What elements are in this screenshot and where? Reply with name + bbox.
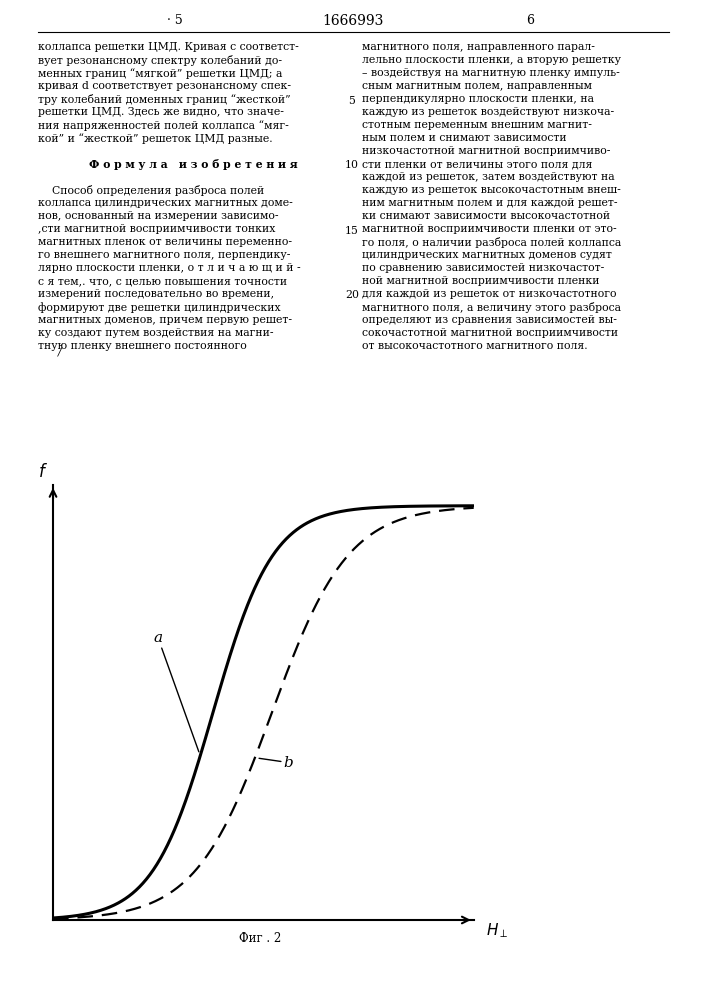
Text: тру колебаний доменных границ “жесткой”: тру колебаний доменных границ “жесткой”	[38, 94, 291, 105]
Text: Способ определения разброса полей: Способ определения разброса полей	[38, 185, 264, 196]
Text: сокочастотной магнитной восприимчивости: сокочастотной магнитной восприимчивости	[362, 328, 618, 338]
Text: каждую из решеток высокочастотным внеш-: каждую из решеток высокочастотным внеш-	[362, 185, 621, 195]
Text: · 5: · 5	[167, 14, 183, 27]
Text: менных границ “мягкой” решетки ЦМД; а: менных границ “мягкой” решетки ЦМД; а	[38, 68, 282, 79]
Text: цилиндрических магнитных доменов судят: цилиндрических магнитных доменов судят	[362, 250, 612, 260]
Text: $f$: $f$	[37, 463, 47, 481]
Text: от высокочастотного магнитного поля.: от высокочастотного магнитного поля.	[362, 341, 588, 351]
Text: магнитного поля, направленного парал-: магнитного поля, направленного парал-	[362, 42, 595, 52]
Text: коллапса цилиндрических магнитных доме-: коллапса цилиндрических магнитных доме-	[38, 198, 293, 208]
Text: го внешнего магнитного поля, перпендику-: го внешнего магнитного поля, перпендику-	[38, 250, 291, 260]
Text: решетки ЦМД. Здесь же видно, что значе-: решетки ЦМД. Здесь же видно, что значе-	[38, 107, 284, 117]
Text: a: a	[153, 631, 199, 752]
Text: тную пленку внешнего постоянного: тную пленку внешнего постоянного	[38, 341, 247, 351]
Text: магнитных пленок от величины переменно-: магнитных пленок от величины переменно-	[38, 237, 292, 247]
Text: низкочастотной магнитной восприимчиво-: низкочастотной магнитной восприимчиво-	[362, 146, 610, 156]
Text: определяют из сравнения зависимостей вы-: определяют из сравнения зависимостей вы-	[362, 315, 617, 325]
Text: Фиг . 2: Фиг . 2	[239, 932, 281, 944]
Text: $H_{\perp}$: $H_{\perp}$	[486, 921, 508, 940]
Text: формируют две решетки цилиндрических: формируют две решетки цилиндрических	[38, 302, 281, 313]
Text: кой” и “жесткой” решеток ЦМД разные.: кой” и “жесткой” решеток ЦМД разные.	[38, 133, 273, 144]
Text: 1666993: 1666993	[323, 14, 384, 28]
Text: ,сти магнитной восприимчивости тонких: ,сти магнитной восприимчивости тонких	[38, 224, 275, 234]
Text: сти пленки от величины этого поля для: сти пленки от величины этого поля для	[362, 159, 592, 169]
Text: Ф о р м у л а   и з о б р е т е н и я: Ф о р м у л а и з о б р е т е н и я	[88, 159, 298, 170]
Text: по сравнению зависимостей низкочастот-: по сравнению зависимостей низкочастот-	[362, 263, 604, 273]
Text: кривая d соответствует резонансному спек-: кривая d соответствует резонансному спек…	[38, 81, 291, 91]
Text: измерений последовательно во времени,: измерений последовательно во времени,	[38, 289, 274, 299]
Text: 6: 6	[526, 14, 534, 27]
Text: магнитного поля, а величину этого разброса: магнитного поля, а величину этого разбро…	[362, 302, 621, 313]
Text: перпендикулярно плоскости пленки, на: перпендикулярно плоскости пленки, на	[362, 94, 594, 104]
Text: го поля, о наличии разброса полей коллапса: го поля, о наличии разброса полей коллап…	[362, 237, 621, 248]
Text: ния напряженностей полей коллапса “мяг-: ния напряженностей полей коллапса “мяг-	[38, 120, 288, 131]
Text: лельно плоскости пленки, а вторую решетку: лельно плоскости пленки, а вторую решетк…	[362, 55, 621, 65]
Text: /: /	[58, 346, 62, 356]
Text: 10: 10	[345, 160, 359, 170]
Text: – воздействуя на магнитную пленку импуль-: – воздействуя на магнитную пленку импуль…	[362, 68, 620, 78]
Text: каждую из решеток воздействуют низкоча-: каждую из решеток воздействуют низкоча-	[362, 107, 614, 117]
Text: b: b	[259, 756, 293, 770]
Text: вует резонансному спектру колебаний до-: вует резонансному спектру колебаний до-	[38, 55, 282, 66]
Text: ним магнитным полем и для каждой решет-: ним магнитным полем и для каждой решет-	[362, 198, 617, 208]
Text: ку создают путем воздействия на магни-: ку создают путем воздействия на магни-	[38, 328, 274, 338]
Text: ной магнитной восприимчивости пленки: ной магнитной восприимчивости пленки	[362, 276, 600, 286]
Text: 15: 15	[345, 226, 359, 235]
Text: сным магнитным полем, направленным: сным магнитным полем, направленным	[362, 81, 592, 91]
Text: 5: 5	[349, 96, 356, 105]
Text: магнитной восприимчивости пленки от это-: магнитной восприимчивости пленки от это-	[362, 224, 617, 234]
Text: нов, основанный на измерении зависимо-: нов, основанный на измерении зависимо-	[38, 211, 279, 221]
Text: ным полем и снимают зависимости: ным полем и снимают зависимости	[362, 133, 566, 143]
Text: стотным переменным внешним магнит-: стотным переменным внешним магнит-	[362, 120, 592, 130]
Text: с я тем,. что, с целью повышения точности: с я тем,. что, с целью повышения точност…	[38, 276, 287, 286]
Text: коллапса решетки ЦМД. Кривая с соответст-: коллапса решетки ЦМД. Кривая с соответст…	[38, 42, 299, 52]
Text: магнитных доменов, причем первую решет-: магнитных доменов, причем первую решет-	[38, 315, 292, 325]
Text: 20: 20	[345, 290, 359, 300]
Text: для каждой из решеток от низкочастотного: для каждой из решеток от низкочастотного	[362, 289, 617, 299]
Text: каждой из решеток, затем воздействуют на: каждой из решеток, затем воздействуют на	[362, 172, 614, 182]
Text: лярно плоскости пленки, о т л и ч а ю щ и й -: лярно плоскости пленки, о т л и ч а ю щ …	[38, 263, 300, 273]
Text: ки снимают зависимости высокочастотной: ки снимают зависимости высокочастотной	[362, 211, 610, 221]
